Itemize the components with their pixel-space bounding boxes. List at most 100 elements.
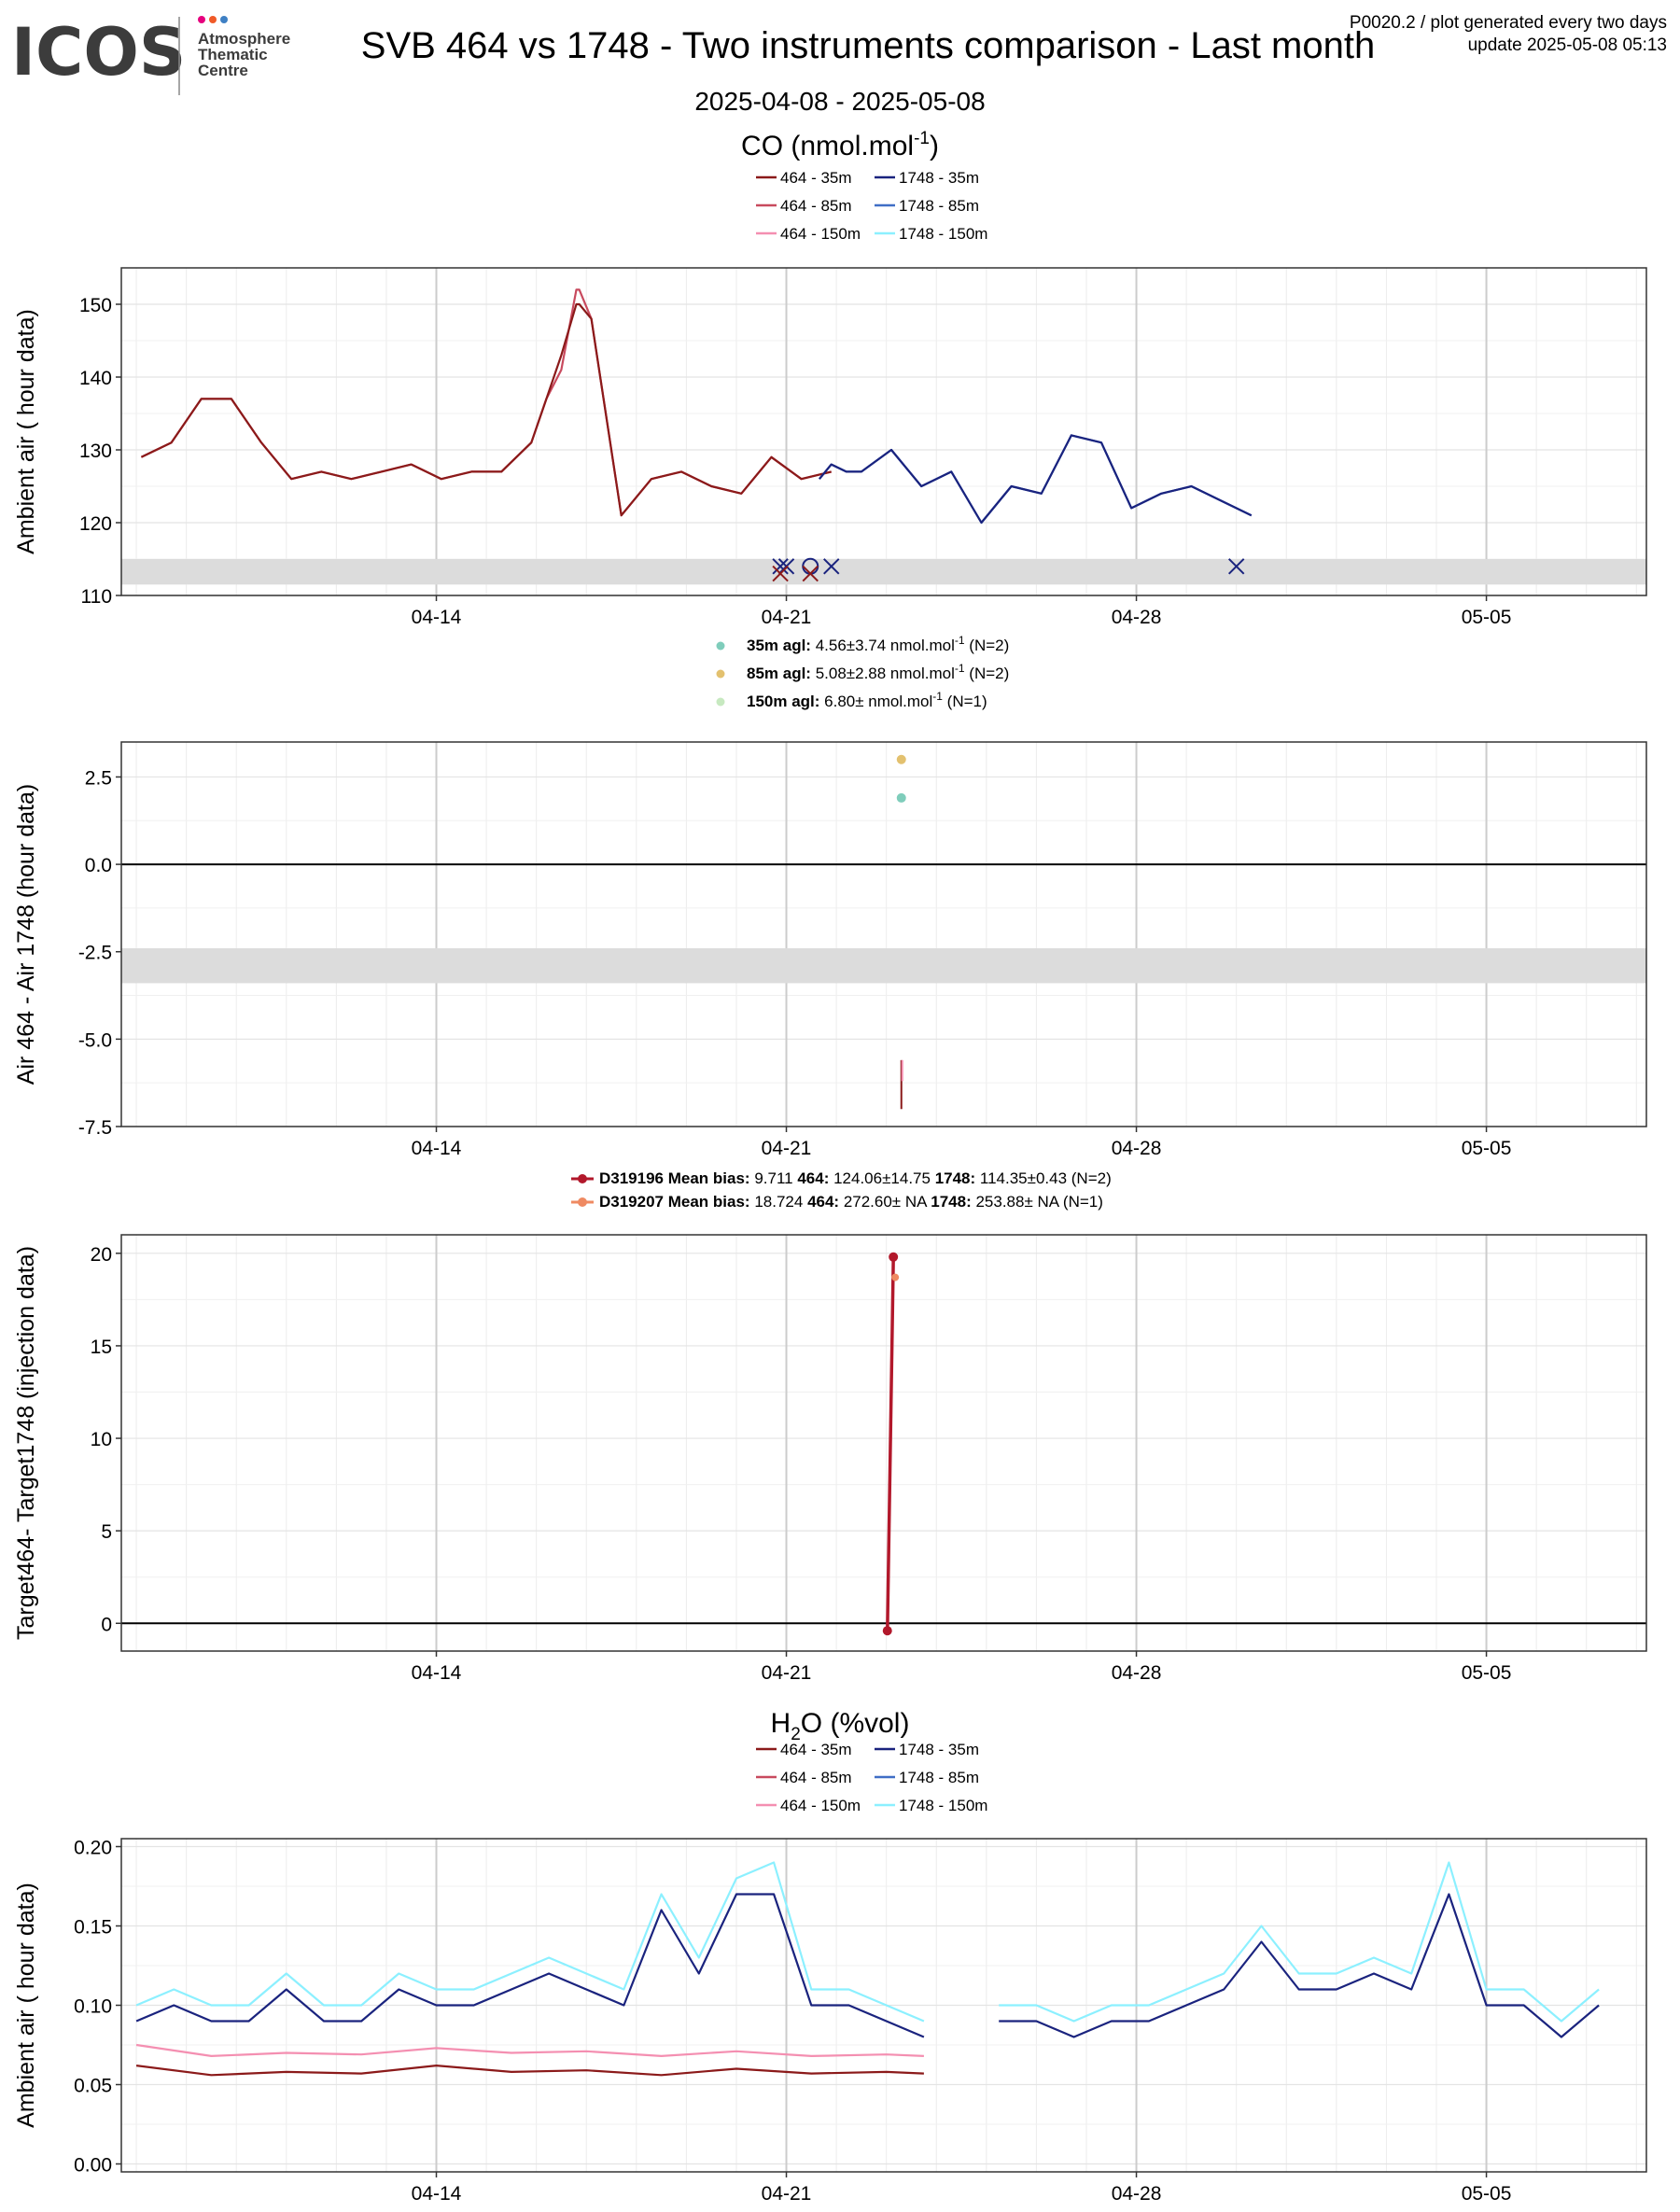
y-tick-label: 10 <box>91 1429 112 1450</box>
meta-line-2: update 2025-05-08 05:13 <box>1468 35 1667 55</box>
y-tick-label: 0.20 <box>74 1838 112 1859</box>
x-tick-label: 05-05 <box>1462 2183 1512 2205</box>
co-panel: 110 120 130 140 150 04-14 04-21 04-28 05-05 Ambie… <box>13 267 1647 628</box>
legend-label: 464 - 150m <box>780 225 861 243</box>
legend-label: 1748 - 150m <box>899 1797 987 1814</box>
x-tick-label: 04-28 <box>1112 2183 1162 2205</box>
x-tick-label: 05-05 <box>1462 607 1512 628</box>
logo-dot-2 <box>209 16 217 23</box>
legend-label: 1748 - 35m <box>899 169 979 187</box>
legend-entry: 150m agl: 6.80± nmol.mol-1 (N=1) <box>747 690 987 710</box>
h2o-panel: 0.00 0.05 0.10 0.15 0.20 04-14 04-21 04-28 05-05… <box>13 1838 1647 2205</box>
y-tick-label: 0.15 <box>74 1917 112 1939</box>
target-panel: 0 5 10 15 20 04-14 04-21 04-28 05-05 Target464- T… <box>13 1234 1647 1684</box>
reference-band <box>121 947 1646 984</box>
legend-dot <box>578 1174 587 1183</box>
y-tick-label: 2.5 <box>85 767 112 789</box>
y-tick-label: -7.5 <box>78 1117 112 1139</box>
y-axis-label: Air 464 - Air 1748 (hour data) <box>13 784 39 1085</box>
y-tick-label: -2.5 <box>78 943 112 964</box>
diff-legend: 35m agl: 4.56±3.74 nmol.mol-1 (N=2) 85m a… <box>716 634 1009 710</box>
target-line <box>886 1256 895 1631</box>
y-tick-label: -5.0 <box>78 1029 112 1051</box>
diff-panel: -7.5 -5.0 -2.5 0.0 2.5 04-14 04-21 04-28 05-05 Ai… <box>13 741 1647 1159</box>
legend-label: 464 - 85m <box>780 197 852 215</box>
target-point <box>882 1626 892 1636</box>
y-axis-label: Ambient air ( hour data) <box>13 1883 39 2128</box>
y-axis-label: Ambient air ( hour data) <box>13 309 39 554</box>
logo-dot-3 <box>220 16 228 23</box>
legend-entry: 85m agl: 5.08±2.88 nmol.mol-1 (N=2) <box>747 662 1009 682</box>
y-tick-label: 0.00 <box>74 2155 112 2177</box>
x-tick-label: 04-14 <box>412 1138 462 1159</box>
y-tick-label: 0.05 <box>74 2076 112 2097</box>
legend-entry: 35m agl: 4.56±3.74 nmol.mol-1 (N=2) <box>747 634 1009 654</box>
legend-dot <box>578 1197 587 1207</box>
x-tick-label: 04-21 <box>762 1662 812 1684</box>
legend-dot <box>716 669 725 679</box>
x-tick-label: 04-21 <box>762 607 812 628</box>
page-title: SVB 464 vs 1748 - Two instruments compar… <box>361 25 1375 66</box>
legend-label: 1748 - 150m <box>899 225 987 243</box>
data-point <box>896 754 906 764</box>
legend-entry: D319196 Mean bias: 9.711 464: 124.06±14.… <box>599 1169 1112 1187</box>
legend-dot <box>716 641 725 651</box>
y-tick-label: 0.0 <box>85 855 112 876</box>
y-tick-label: 140 <box>79 368 112 389</box>
data-point <box>896 792 906 803</box>
legend-label: 1748 - 35m <box>899 1741 979 1758</box>
h2o-legend: 464 - 35m 1748 - 35m 464 - 85m 1748 - 85m 46… <box>756 1741 987 1814</box>
x-tick-label: 04-14 <box>412 607 462 628</box>
x-tick-label: 04-14 <box>412 1662 462 1684</box>
y-tick-label: 0.10 <box>74 1996 112 2018</box>
flag-marker <box>772 558 789 575</box>
y-tick-label: 120 <box>79 513 112 535</box>
flag-marker <box>802 565 819 582</box>
legend-label: 464 - 35m <box>780 1741 852 1758</box>
target-point <box>889 1252 899 1262</box>
y-tick-label: 130 <box>79 441 112 462</box>
reference-band <box>121 559 1646 585</box>
flag-marker <box>772 565 789 582</box>
logo-sub-1: Atmosphere <box>198 30 290 48</box>
x-tick-label: 04-14 <box>412 2183 462 2205</box>
legend-label: 464 - 85m <box>780 1769 852 1786</box>
plot-border <box>120 741 1647 1127</box>
x-tick-label: 04-28 <box>1112 607 1162 628</box>
y-tick-label: 5 <box>101 1521 112 1543</box>
series-line <box>135 1861 925 2023</box>
series-line <box>999 1893 1600 2038</box>
y-tick-label: 0 <box>101 1614 112 1635</box>
series-line <box>999 1861 1600 2023</box>
co-legend: 464 - 35m 1748 - 35m 464 - 85m 1748 - 85m 46… <box>756 169 987 243</box>
series-line <box>135 2065 924 2077</box>
target-legend: D319196 Mean bias: 9.711 464: 124.06±14.… <box>571 1169 1112 1211</box>
series-line <box>140 302 832 517</box>
target-point <box>891 1273 900 1281</box>
series-line <box>819 434 1253 525</box>
date-range: 2025-04-08 - 2025-05-08 <box>694 87 985 116</box>
co-title: CO (nmol.mol-1) <box>741 129 939 161</box>
legend-dot <box>716 697 725 707</box>
plot-border <box>120 1234 1647 1652</box>
meta-line-1: P0020.2 / plot generated every two days <box>1350 13 1667 33</box>
plot-border <box>120 267 1647 596</box>
x-tick-label: 04-21 <box>762 2183 812 2205</box>
legend-label: 1748 - 85m <box>899 197 979 215</box>
logo-text: ICOS <box>11 14 186 91</box>
flag-marker <box>1227 558 1245 575</box>
logo-sub-3: Centre <box>198 62 248 79</box>
plot-border <box>120 1838 1647 2173</box>
series-line <box>135 1893 925 2038</box>
series-line <box>135 2043 924 2057</box>
logo-sub-2: Thematic <box>198 46 268 63</box>
y-tick-label: 150 <box>79 295 112 316</box>
legend-label: 464 - 150m <box>780 1797 861 1814</box>
legend-label: 1748 - 85m <box>899 1769 979 1786</box>
y-tick-label: 15 <box>91 1337 112 1358</box>
x-tick-label: 04-28 <box>1112 1662 1162 1684</box>
y-tick-label: 20 <box>91 1244 112 1266</box>
x-tick-label: 05-05 <box>1462 1138 1512 1159</box>
logo-dot-1 <box>198 16 205 23</box>
